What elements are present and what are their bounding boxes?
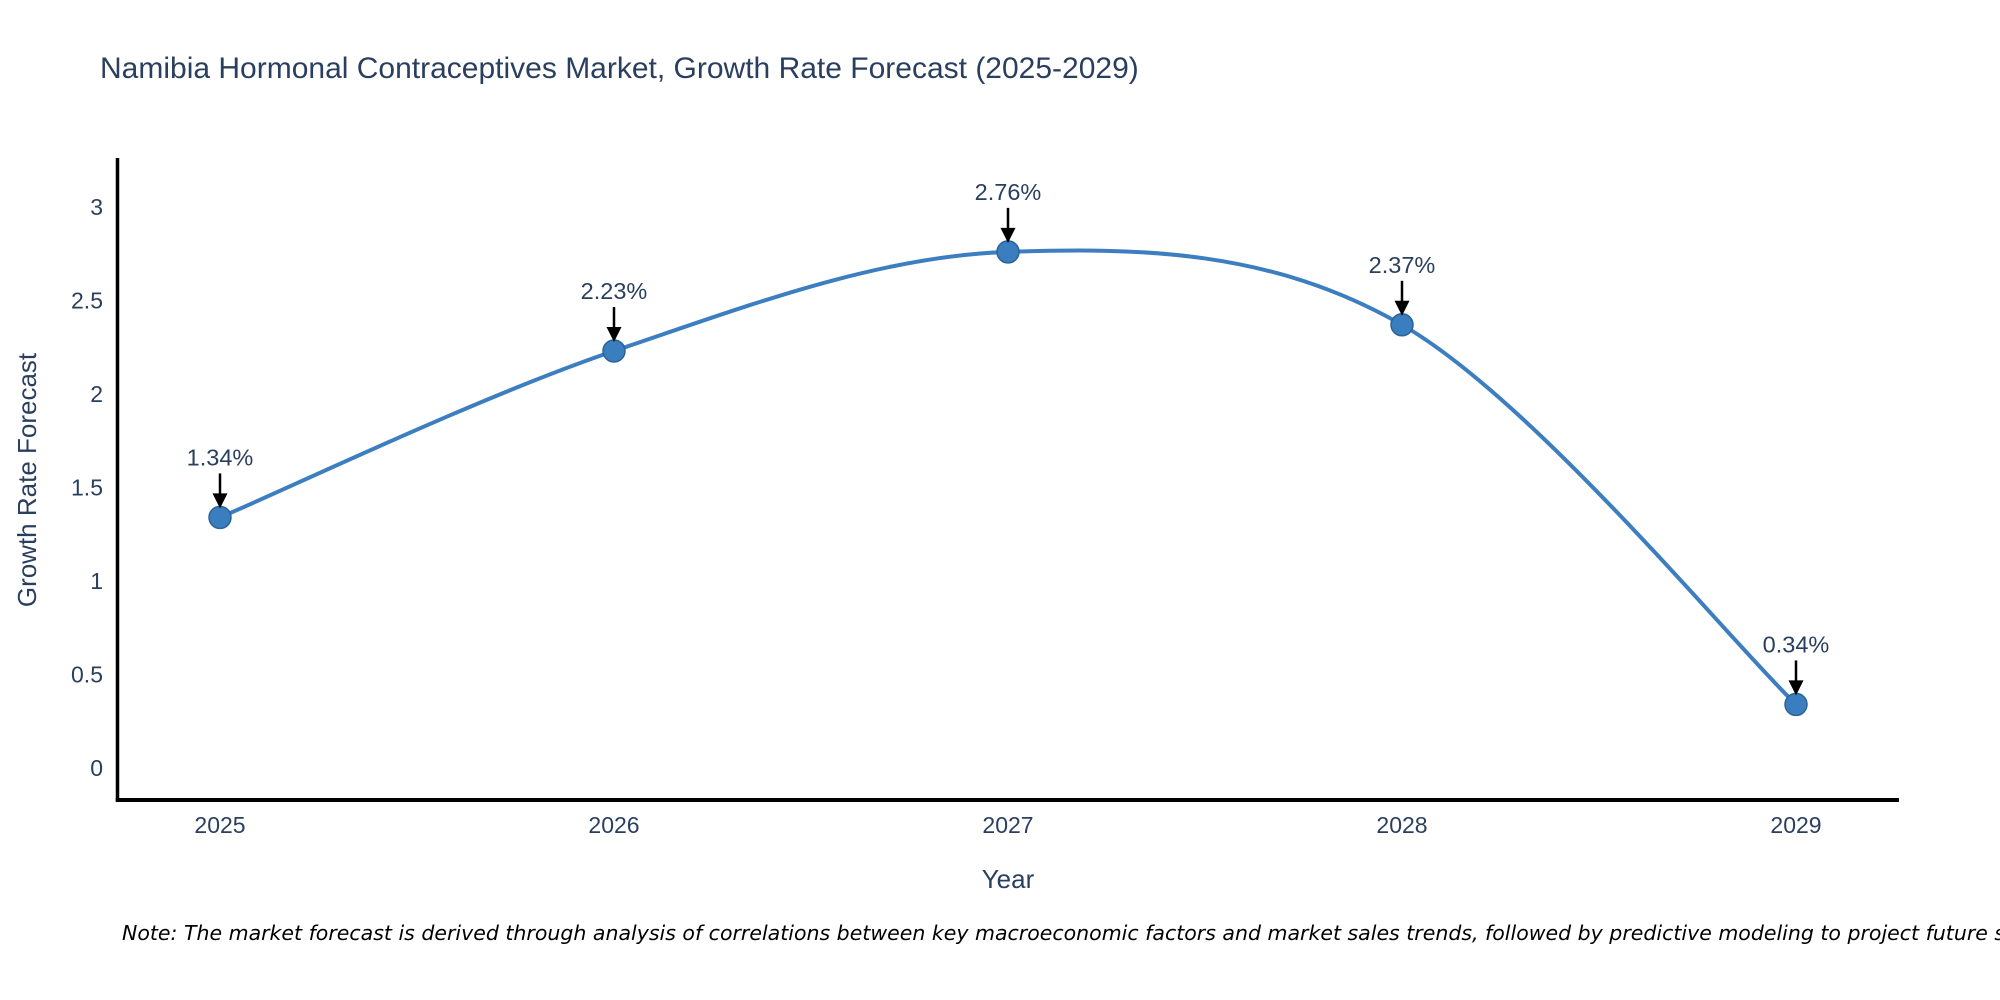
data-point-2027[interactable] xyxy=(996,240,1020,264)
y-tick-label: 0.5 xyxy=(71,662,103,688)
annotation-arrowhead xyxy=(1394,300,1410,316)
forecast-line xyxy=(218,248,1798,707)
annotation-label: 2.23% xyxy=(581,278,648,304)
data-point-2026[interactable] xyxy=(602,339,626,363)
annotation-arrowhead xyxy=(1000,227,1016,243)
annotations: 1.34% 2.23% 2.76% 2.37% 0.34% xyxy=(187,179,1830,696)
data-point-2025[interactable] xyxy=(208,505,232,530)
chart-title: Namibia Hormonal Contraceptives Market, … xyxy=(100,52,1139,85)
y-axis-title: Growth Rate Forecast xyxy=(12,352,42,607)
x-tick-label: 2025 xyxy=(194,812,245,838)
y-tick-label: 2 xyxy=(90,381,103,407)
data-point-2029[interactable] xyxy=(1784,692,1808,717)
line-series xyxy=(208,240,1808,717)
y-tick-label: 0 xyxy=(90,755,103,781)
annotation-arrowhead xyxy=(1788,680,1804,696)
annotation-arrowhead xyxy=(212,493,228,509)
y-tick-label: 3 xyxy=(90,194,103,220)
y-tick-label: 2.5 xyxy=(71,288,103,314)
annotation-label: 2.37% xyxy=(1369,252,1436,278)
x-tick-label: 2026 xyxy=(588,812,639,838)
annotation-arrowhead xyxy=(606,326,622,342)
y-tick-label: 1.5 xyxy=(71,475,103,501)
annotation-label: 1.34% xyxy=(187,444,254,470)
x-tick-label: 2029 xyxy=(1770,812,1821,838)
x-axis-title: Year xyxy=(982,864,1035,894)
annotation-label: 0.34% xyxy=(1763,631,1830,657)
data-point-2028[interactable] xyxy=(1390,313,1414,337)
axis-spines xyxy=(115,158,1899,802)
y-tick-label: 1 xyxy=(90,568,103,594)
tick-labels: 0 0.5 1 1.5 2 2.5 3 2025 2026 2027 2028 2029 xyxy=(71,194,1822,838)
x-tick-label: 2028 xyxy=(1376,812,1427,838)
footnote: Note: The market forecast is derived thr… xyxy=(122,921,2000,945)
annotation-label: 2.76% xyxy=(975,179,1042,205)
x-tick-label: 2027 xyxy=(982,812,1033,838)
